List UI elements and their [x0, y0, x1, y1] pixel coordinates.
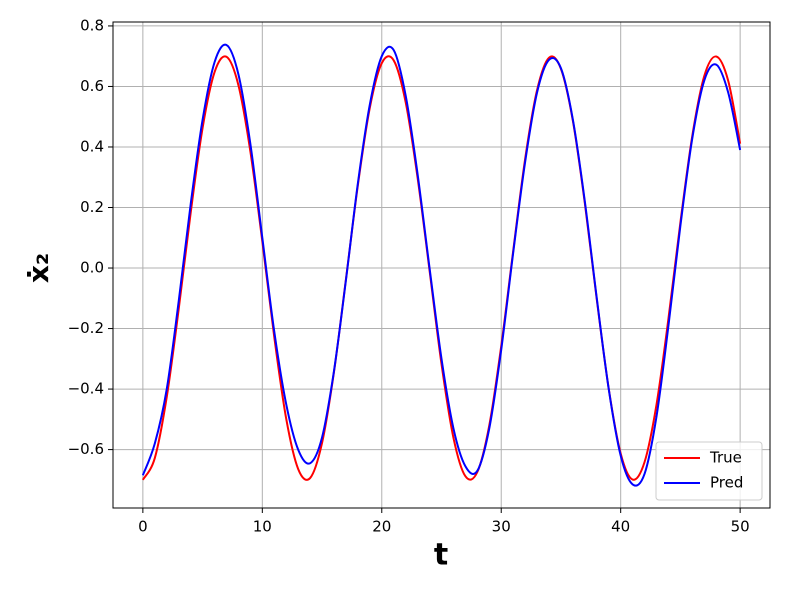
y-tick-label: −0.6	[68, 440, 104, 458]
legend-label: Pred	[710, 474, 743, 492]
x-tick-label: 20	[372, 518, 391, 536]
legend-box	[655, 441, 763, 501]
x-tick-label: 0	[138, 518, 148, 536]
y-axis-label: ẋ₂	[22, 253, 55, 283]
x-axis-label: t	[434, 538, 448, 573]
y-tick-label: −0.2	[68, 319, 104, 337]
line-series	[141, 43, 742, 487]
legend: True Pred	[655, 441, 763, 501]
y-tick-label: 0.4	[80, 137, 104, 155]
x-tick-label: 50	[731, 518, 750, 536]
x-tick-label: 30	[492, 518, 511, 536]
x-tick-label: 40	[611, 518, 630, 536]
y-tick-label: 0.8	[80, 16, 104, 34]
y-tick-label: −0.4	[68, 380, 104, 398]
legend-label: True	[709, 449, 742, 467]
x-tick-label: 10	[253, 518, 272, 536]
y-tick-label: 0.2	[80, 198, 104, 216]
y-tick-label: 0.0	[80, 259, 104, 277]
plot-frame	[112, 21, 771, 509]
y-tick-label: 0.6	[80, 77, 104, 95]
